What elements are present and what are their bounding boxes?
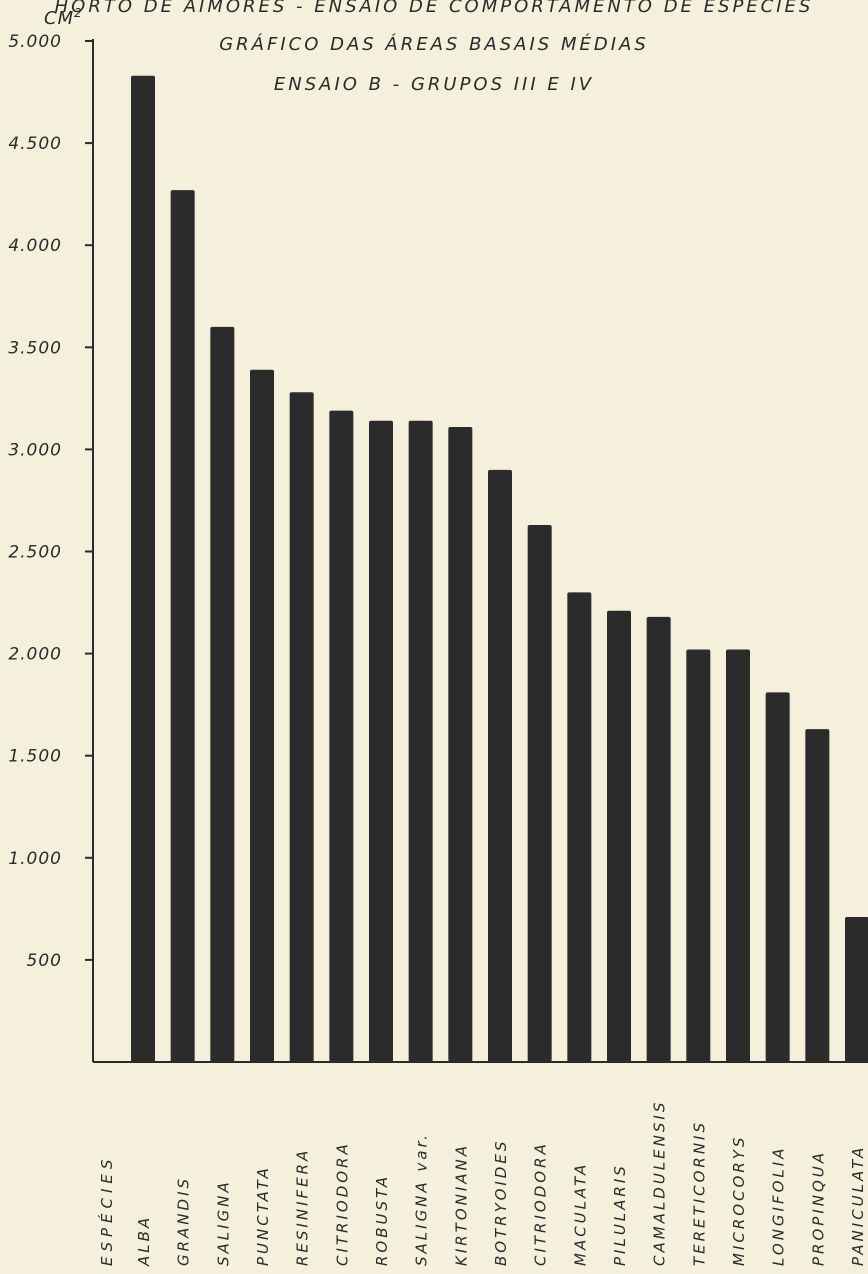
bar [250, 369, 274, 1063]
x-category-label: MACULATA [571, 1162, 589, 1266]
y-tick-label: 4.500 [8, 134, 62, 154]
y-tick-label: 1.500 [8, 747, 62, 767]
x-category-label: CITRIODORA [532, 1141, 550, 1266]
chart-subtitle-2: ENSAIO B - GRUPOS III E IV [273, 74, 595, 95]
bar [408, 420, 433, 1062]
y-tick-label: 3.500 [8, 338, 62, 358]
bar [845, 917, 868, 1062]
x-category-label: ALBA [135, 1215, 153, 1267]
x-category-label: BOTRYOIDES [492, 1139, 510, 1266]
y-tick-label: 1.000 [8, 849, 62, 869]
x-category-label: LONGIFOLIA [770, 1146, 788, 1266]
bar [448, 426, 473, 1062]
bar [170, 190, 195, 1063]
x-category-label: CAMALDULENSIS [651, 1100, 669, 1266]
y-axis-unit-label: CM2 [44, 6, 83, 29]
bar [567, 592, 592, 1062]
x-category-label: PILULARIS [611, 1163, 629, 1266]
x-category-label: ROBUSTA [373, 1174, 391, 1266]
x-category-label: PUNCTATA [254, 1165, 272, 1266]
x-category-label: SALIGNA [214, 1179, 232, 1266]
x-axis-label: ESPÉCIES [97, 1155, 116, 1266]
x-category-label: KIRTONIANA [452, 1143, 470, 1266]
y-tick-label: 5.000 [8, 32, 62, 52]
x-category-label: SALIGNA var. [413, 1132, 431, 1266]
bar [765, 692, 790, 1062]
y-tick-label: 2.000 [8, 645, 62, 665]
bar [607, 610, 631, 1062]
bar [329, 410, 354, 1062]
chart-subtitle: GRÁFICO DAS ÁREAS BASAIS MÉDIAS [219, 34, 649, 55]
y-axis-unit-text: CM [44, 8, 75, 29]
bar [686, 649, 711, 1062]
y-tick-label: 2.500 [8, 543, 62, 563]
y-tick-label: 3.000 [8, 440, 62, 460]
bar [369, 420, 393, 1062]
x-category-label: MICROCORYS [730, 1135, 748, 1266]
x-category-label: PROPINQUA [809, 1150, 827, 1266]
x-category-label: GRANDIS [175, 1176, 193, 1266]
y-tick-label: 500 [27, 951, 62, 971]
bar [805, 729, 830, 1062]
y-axis-unit-superscript: 2 [74, 6, 83, 20]
x-category-label: RESINIFERA [294, 1148, 312, 1266]
bar [646, 616, 671, 1062]
bar [726, 649, 750, 1062]
bar [527, 524, 552, 1062]
x-category-label: PANICULATA [849, 1145, 867, 1266]
x-category-label: CITRIODORA [333, 1141, 351, 1266]
x-category-label: TERETICORNIS [690, 1120, 708, 1266]
bar [131, 75, 155, 1063]
bar [488, 469, 512, 1062]
chart-title: HORTO DE AIMORÉS - ENSAIO DE COMPORTAMEN… [54, 0, 814, 17]
bar [289, 392, 314, 1062]
y-tick-label: 4.000 [8, 236, 62, 256]
bar [210, 326, 235, 1062]
